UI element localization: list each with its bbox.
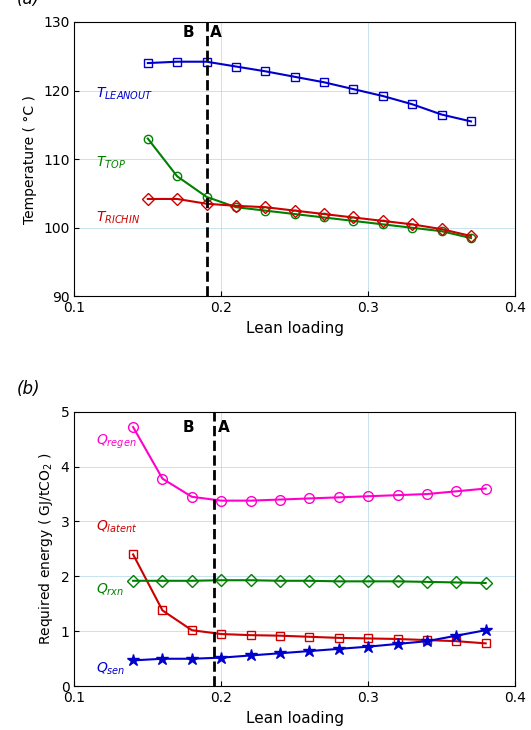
Y-axis label: Required energy ( GJ/tCO$_2$ ): Required energy ( GJ/tCO$_2$ ): [37, 453, 55, 645]
Text: (b): (b): [17, 380, 40, 398]
Text: $Q_{regen}$: $Q_{regen}$: [96, 433, 137, 451]
Text: B: B: [183, 26, 195, 40]
Text: B: B: [183, 420, 195, 435]
X-axis label: Lean loading: Lean loading: [246, 710, 344, 726]
Text: $T_{TOP}$: $T_{TOP}$: [96, 154, 126, 171]
Text: (a): (a): [17, 0, 40, 8]
Text: A: A: [218, 420, 230, 435]
Text: $Q_{sen}$: $Q_{sen}$: [96, 661, 126, 677]
Text: A: A: [210, 26, 221, 40]
X-axis label: Lean loading: Lean loading: [246, 320, 344, 336]
Text: $Q_{rxn}$: $Q_{rxn}$: [96, 582, 125, 599]
Text: $T_{LEANOUT}$: $T_{LEANOUT}$: [96, 85, 153, 102]
Y-axis label: Temperature ( °C ): Temperature ( °C ): [23, 95, 37, 223]
Text: $T_{RICHIN}$: $T_{RICHIN}$: [96, 210, 140, 226]
Text: $Q_{latent}$: $Q_{latent}$: [96, 519, 138, 535]
